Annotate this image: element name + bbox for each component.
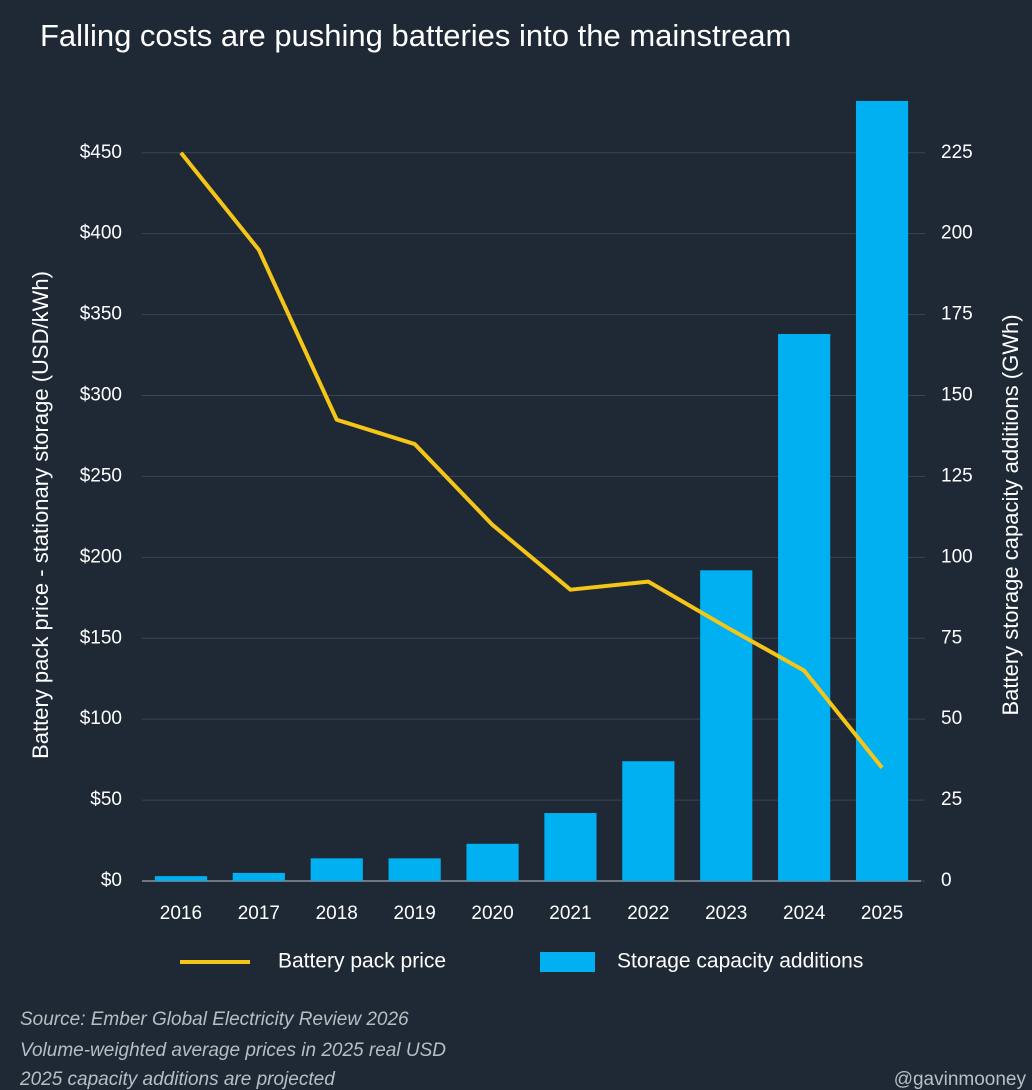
x-tick-label: 2019 [394,903,436,924]
bar [544,813,597,881]
y-axis-title: Battery pack price - stationary storage … [28,271,53,759]
bar [154,876,208,881]
chart-title: Falling costs are pushing batteries into… [40,18,791,53]
bar [700,570,753,881]
y-tick-label: $150 [80,627,122,648]
y2-tick-label: 50 [941,708,962,729]
y-tick-label: $350 [80,304,122,325]
bar [622,761,675,881]
x-tick-label: 2016 [160,903,202,924]
y2-tick-label: 100 [941,546,973,567]
x-tick-label: 2020 [471,903,513,924]
y2-tick-label: 75 [941,627,962,648]
y2-tick-label: 25 [941,789,962,810]
x-tick-label: 2025 [861,903,903,924]
bar [466,843,519,881]
bar [855,100,909,881]
y2-axis-title: Battery storage capacity additions (GWh) [998,314,1023,715]
y-tick-label: $50 [90,789,122,810]
credit: @gavinmooney [894,1069,1027,1090]
legend-label: Storage capacity additions [617,950,863,973]
bar [388,858,441,881]
x-tick-label: 2024 [783,903,826,924]
x-tick-label: 2017 [238,903,280,924]
y-tick-label: $400 [80,223,122,244]
y-tick-label: $0 [101,870,122,891]
y2-tick-label: 200 [941,223,973,244]
footnote: 2025 capacity additions are projected [19,1069,336,1090]
y2-tick-label: 225 [941,142,973,163]
bar [232,872,285,881]
x-tick-label: 2023 [705,903,747,924]
legend-swatch [540,952,595,972]
y-tick-label: $450 [80,142,122,163]
line [179,151,884,769]
x-tick-label: 2018 [316,903,358,924]
y2-tick-label: 150 [941,385,973,406]
footnote: Volume-weighted average prices in 2025 r… [20,1040,446,1061]
bar [310,858,363,881]
y2-tick-label: 0 [941,870,952,891]
y2-tick-label: 125 [941,465,973,486]
footnote: Source: Ember Global Electricity Review … [20,1009,409,1030]
y-tick-label: $300 [80,385,122,406]
y-tick-label: $200 [80,546,122,567]
x-tick-label: 2021 [549,903,591,924]
y-tick-label: $100 [80,708,122,729]
bar [778,333,831,882]
legend-label: Battery pack price [278,950,446,973]
x-tick-label: 2022 [627,903,669,924]
y-tick-label: $250 [80,465,122,486]
y2-tick-label: 175 [941,304,973,325]
